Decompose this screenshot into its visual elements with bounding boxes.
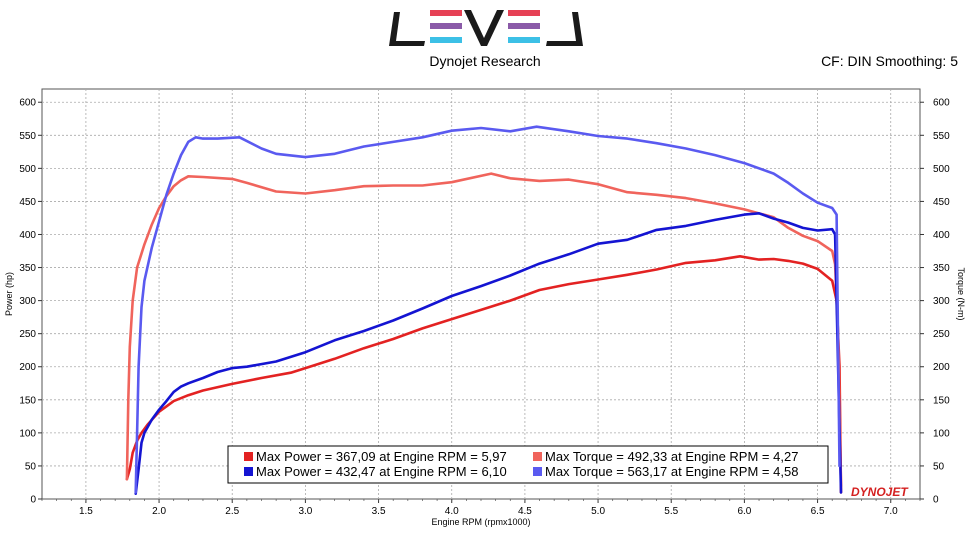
x-axis-ticks: 1.5 2.0 2.5 3.0 3.5 4.0 4.5 5.0 5.5 6.0 6.5 7.0 [41,499,921,517]
y2-axis-label: Torque (N-m) [956,267,966,320]
y2-tick-label-6: 300 [933,296,950,307]
x-tick-label-3: 3.0 [298,506,312,517]
logo-letter-l-mirrored [546,12,583,46]
x-tick-label-8: 5.5 [664,506,678,517]
logo-stripe-red-1 [430,10,462,16]
legend-swatch-torque-1 [533,452,542,461]
series-line-2 [134,212,843,496]
logo-stripe-purple-2 [508,23,540,29]
legend: Max Power = 367,09 at Engine RPM = 5,97 … [227,445,829,484]
legend-box [227,445,829,484]
y2-tick-label-2: 100 [933,428,950,439]
y-tick-label-10: 500 [19,164,36,175]
y-tick-label-11: 550 [19,131,36,142]
legend-swatch-power-2 [244,467,253,476]
y-tick-label-1: 50 [25,461,37,472]
x-tick-label-11: 7.0 [884,506,898,517]
series-line-1 [125,172,843,488]
y2-axis-ticks: 0 50 100 150 200 250 300 350 400 450 500 550 600 [920,98,950,506]
legend-swatch-power-1 [244,452,253,461]
subtitle: Dynojet Research [429,53,540,69]
x-tick-label-6: 4.5 [518,506,532,517]
y2-tick-label-11: 550 [933,131,950,142]
legend-torque-1: Max Torque = 492,33 at Engine RPM = 4,27 [545,449,798,464]
y-axis-label: Power (hp) [4,272,14,316]
y2-tick-label-0: 0 [933,495,939,506]
logo [389,10,583,46]
y2-tick-label-1: 50 [933,461,945,472]
y-axis-ticks: 0 50 100 150 200 250 300 350 400 450 500 550 600 [19,98,42,506]
legend-power-2: Max Power = 432,47 at Engine RPM = 6,10 [256,464,507,479]
y-tick-label-7: 350 [19,263,36,274]
y-tick-label-0: 0 [30,495,36,506]
y2-tick-label-8: 400 [933,230,950,241]
dynojet-watermark: DYNOJET [851,485,909,499]
x-tick-label-10: 6.5 [811,506,825,517]
x-tick-label-0: 1.5 [79,506,93,517]
y-tick-label-8: 400 [19,230,36,241]
logo-stripe-blue-1 [430,37,462,43]
y-tick-label-4: 200 [19,362,36,373]
logo-letter-v [464,10,504,46]
legend-torque-2: Max Torque = 563,17 at Engine RPM = 4,58 [545,464,798,479]
logo-stripe-blue-2 [508,37,540,43]
x-tick-label-2: 2.5 [225,506,239,517]
x-tick-label-7: 5.0 [591,506,605,517]
y2-tick-label-5: 250 [933,329,950,340]
y-tick-label-12: 600 [19,98,36,109]
y-tick-label-5: 250 [19,329,36,340]
y2-tick-label-4: 200 [933,362,950,373]
logo-stripe-purple-1 [430,23,462,29]
y2-tick-label-3: 150 [933,395,950,406]
y-tick-label-2: 100 [19,428,36,439]
y-tick-label-9: 450 [19,197,36,208]
series-lines [125,125,843,496]
x-tick-label-4: 3.5 [372,506,386,517]
legend-swatch-torque-2 [533,467,542,476]
settings-text: CF: DIN Smoothing: 5 [821,53,958,69]
y2-tick-label-10: 500 [933,164,950,175]
y2-tick-label-7: 350 [933,263,950,274]
y-tick-label-6: 300 [19,296,36,307]
plot-frame [41,88,921,500]
logo-stripe-red-2 [508,10,540,16]
grid [42,89,920,499]
legend-power-1: Max Power = 367,09 at Engine RPM = 5,97 [256,449,507,464]
series-line-3 [134,125,841,494]
y2-tick-label-12: 600 [933,98,950,109]
y-tick-label-3: 150 [19,395,36,406]
x-axis-label: Engine RPM (rpmx1000) [431,517,530,527]
x-tick-label-5: 4.0 [445,506,459,517]
x-tick-label-1: 2.0 [152,506,166,517]
x-tick-label-9: 6.0 [737,506,751,517]
y2-tick-label-9: 450 [933,197,950,208]
logo-letter-l [389,12,425,46]
